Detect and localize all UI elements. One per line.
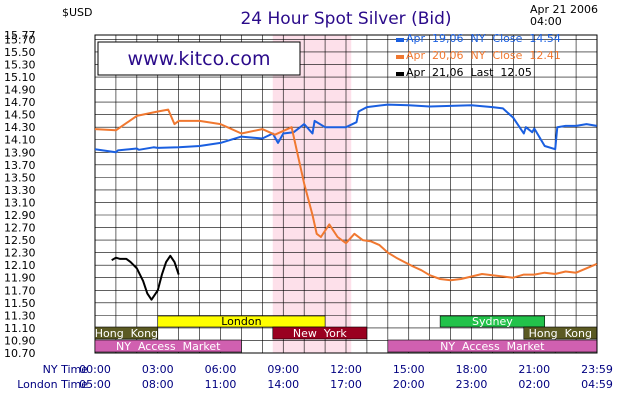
brand-box: www.kitco.com [97, 41, 301, 76]
y-tick-label: 14.10 [4, 134, 36, 147]
y-tick-label: 10.70 [4, 347, 36, 360]
y-tick-label: 15.30 [4, 58, 36, 71]
y-tick-label: 15.10 [4, 71, 36, 84]
y-tick-label: 12.30 [4, 247, 36, 260]
x-tick-label: 21:00 [518, 363, 550, 376]
plot-frame [94, 34, 598, 354]
legend-swatch [396, 72, 404, 76]
session-bar [439, 315, 546, 328]
session-label: Hong Kong [529, 327, 592, 340]
series-line-1 [94, 103, 597, 154]
y-tick-label: 13.50 [4, 171, 36, 184]
session-label: NY Access Market [116, 340, 221, 353]
y-tick-label: 12.70 [4, 222, 36, 235]
x-tick-label: 03:00 [142, 363, 174, 376]
x-tick-label: 04:59 [581, 378, 613, 391]
session-bar [523, 326, 598, 340]
highlight-band [272, 35, 352, 353]
session-bar [94, 339, 242, 353]
y-tick-label: 13.90 [4, 146, 36, 159]
y-tick-label: 13.30 [4, 184, 36, 197]
x-tick-label: 06:00 [205, 363, 237, 376]
y-tick-label: 11.70 [4, 284, 36, 297]
y-tick-label: 15.70 [4, 33, 36, 46]
y-tick-label: 14.70 [4, 96, 36, 109]
x-tick-label: 23:00 [456, 378, 488, 391]
session-bar [157, 315, 326, 328]
legend: Apr 19,06 NY Close 14.54 Apr 20,06 NY Clo… [396, 32, 561, 79]
x-tick-label: 14:00 [267, 378, 299, 391]
legend-entry: Apr 20,06 NY Close 12.41 [406, 49, 561, 62]
y-tick-label: 11.10 [4, 322, 36, 335]
y-tick-label: 15.50 [4, 46, 36, 59]
x-tick-label: 11:00 [205, 378, 237, 391]
timestamp-time: 04:00 [530, 15, 562, 28]
y-tick-label: 14.90 [4, 84, 36, 97]
session-label: New York [293, 327, 347, 340]
y-tick-label: 13.10 [4, 196, 36, 209]
legend-entry: Apr 19,06 NY Close 14.54 [406, 32, 561, 45]
session-bar [272, 326, 368, 340]
series-line-3 [111, 254, 180, 301]
x-tick-label: 15:00 [393, 363, 425, 376]
y-tick-label: 14.30 [4, 121, 36, 134]
x-tick-label: 17:00 [330, 378, 362, 391]
legend-entry: Apr 21,06 Last 12.05 [406, 66, 532, 79]
legend-swatch [396, 55, 404, 59]
timestamp-date: Apr 21 2006 [530, 3, 598, 16]
brand-text: www.kitco.com [127, 48, 270, 70]
y-tick-label: 10.90 [4, 334, 36, 347]
session-label: Sydney [472, 315, 513, 328]
brand-box-background [97, 41, 301, 76]
x-tick-label: 05:00 [79, 378, 111, 391]
y-tick-labels: 15.7715.7015.5015.3015.1014.9014.7014.50… [4, 29, 36, 360]
y-tick-label: 15.77 [4, 29, 36, 42]
x-tick-label: 18:00 [456, 363, 488, 376]
chart-title: 24 Hour Spot Silver (Bid) [240, 9, 451, 29]
x-tick-label: 00:00 [79, 363, 111, 376]
series-line-2 [94, 108, 598, 282]
y-tick-label: 11.30 [4, 309, 36, 322]
y-tick-label: 12.50 [4, 234, 36, 247]
x-row-label: London Time [17, 378, 88, 391]
y-tick-label: 11.90 [4, 272, 36, 285]
session-bar [94, 326, 159, 340]
session-bar [387, 339, 598, 353]
x-tick-label: 02:00 [518, 378, 550, 391]
y-tick-label: 11.50 [4, 297, 36, 310]
series-lines [94, 103, 598, 301]
x-tick-label: 20:00 [393, 378, 425, 391]
x-tick-label: 09:00 [267, 363, 299, 376]
x-tick-label: 23:59 [581, 363, 613, 376]
y-tick-label: 14.50 [4, 109, 36, 122]
y-axis-label: $USD [62, 6, 93, 19]
session-label: NY Access Market [440, 340, 545, 353]
session-label: Hong Kong [95, 327, 158, 340]
y-tick-label: 12.10 [4, 259, 36, 272]
x-tick-label: 08:00 [142, 378, 174, 391]
session-label: London [221, 315, 261, 328]
x-tick-label: 12:00 [330, 363, 362, 376]
y-tick-label: 13.70 [4, 159, 36, 172]
x-row-label: NY Time [43, 363, 89, 376]
y-tick-label: 12.90 [4, 209, 36, 222]
legend-swatch [396, 38, 404, 42]
